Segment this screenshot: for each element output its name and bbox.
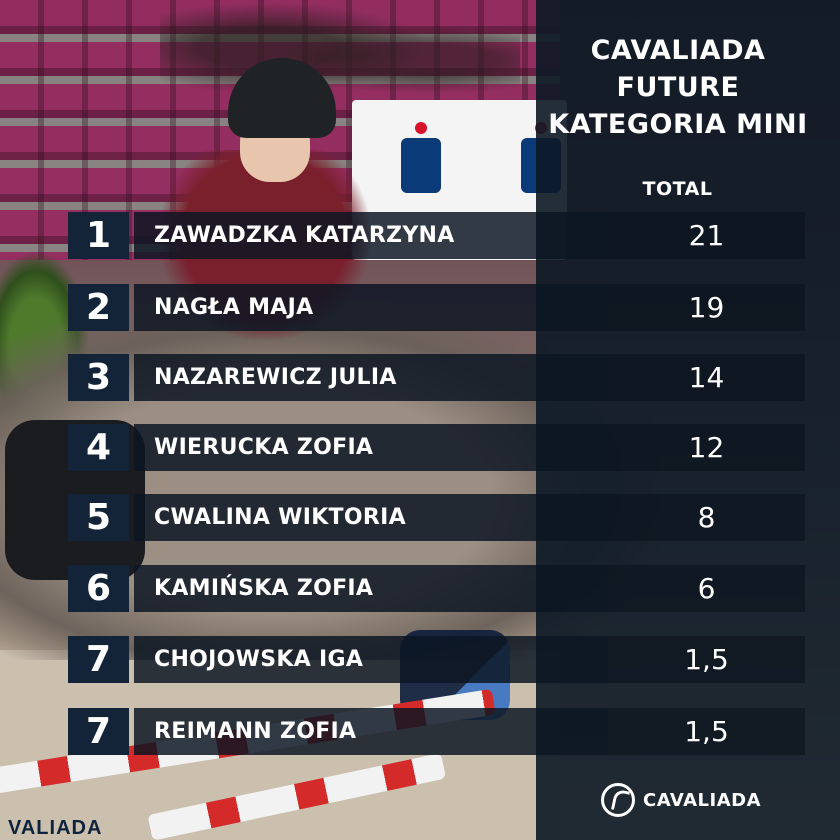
rank: 7 — [68, 708, 129, 755]
total-score: 12 — [608, 424, 805, 471]
total-score: 6 — [608, 565, 805, 612]
results-row: 5 CWALINA WIKTORIA 8 — [68, 494, 805, 541]
rank: 2 — [68, 284, 129, 331]
competitor-name: ZAWADZKA KATARZYNA — [134, 212, 608, 259]
competitor-name: KAMIŃSKA ZOFIA — [134, 565, 608, 612]
fence-branding: VALIADA — [8, 817, 103, 839]
pko-logo-icon — [397, 122, 445, 197]
rank: 6 — [68, 565, 129, 612]
results-panel — [536, 0, 840, 840]
horse-head-icon — [601, 783, 635, 817]
total-score: 8 — [608, 494, 805, 541]
title-line-2: FUTURE — [616, 72, 740, 103]
results-row: 7 CHOJOWSKA IGA 1,5 — [68, 636, 805, 683]
total-column-header: TOTAL — [642, 178, 713, 200]
title-line-1: CAVALIADA — [590, 35, 766, 66]
competitor-name: NAGŁA MAJA — [134, 284, 608, 331]
competitor-name: REIMANN ZOFIA — [134, 708, 608, 755]
cavaliada-logo: CAVALIADA — [601, 780, 761, 820]
total-score: 19 — [608, 284, 805, 331]
rank: 7 — [68, 636, 129, 683]
rank: 3 — [68, 354, 129, 401]
rank: 1 — [68, 212, 129, 259]
results-title: CAVALIADA FUTURE KATEGORIA MINI — [536, 32, 820, 143]
results-row: 3 NAZAREWICZ JULIA 14 — [68, 354, 805, 401]
total-score: 1,5 — [608, 708, 805, 755]
rider-helmet — [228, 58, 336, 138]
results-row: 2 NAGŁA MAJA 19 — [68, 284, 805, 331]
competitor-name: NAZAREWICZ JULIA — [134, 354, 608, 401]
competitor-name: CHOJOWSKA IGA — [134, 636, 608, 683]
rank: 4 — [68, 424, 129, 471]
total-score: 1,5 — [608, 636, 805, 683]
total-score: 14 — [608, 354, 805, 401]
competitor-name: WIERUCKA ZOFIA — [134, 424, 608, 471]
title-line-3: KATEGORIA MINI — [548, 109, 808, 140]
results-row: 6 KAMIŃSKA ZOFIA 6 — [68, 565, 805, 612]
results-row: 7 REIMANN ZOFIA 1,5 — [68, 708, 805, 755]
logo-text: CAVALIADA — [643, 789, 762, 811]
total-score: 21 — [608, 212, 805, 259]
results-row: 1 ZAWADZKA KATARZYNA 21 — [68, 212, 805, 259]
rank: 5 — [68, 494, 129, 541]
results-row: 4 WIERUCKA ZOFIA 12 — [68, 424, 805, 471]
competitor-name: CWALINA WIKTORIA — [134, 494, 608, 541]
